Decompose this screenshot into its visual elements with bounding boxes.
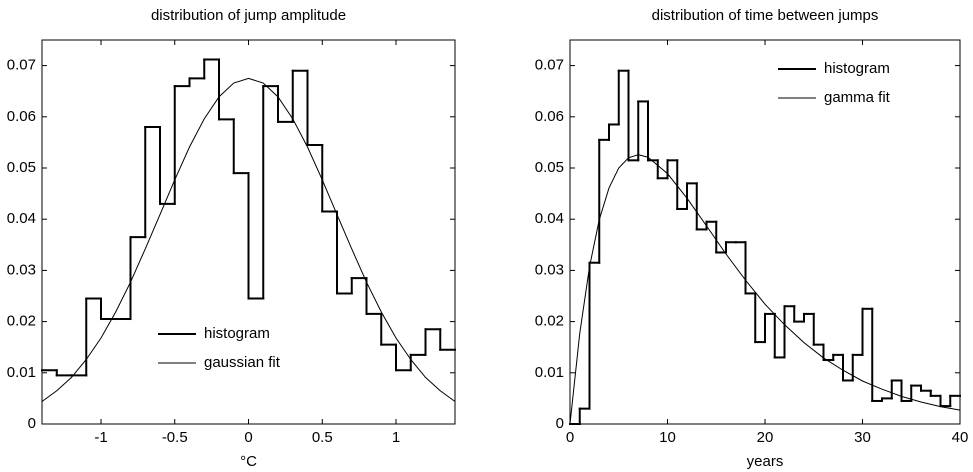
fit-line xyxy=(569,154,961,425)
x-tick-label: -0.5 xyxy=(162,429,188,446)
chart-title: distribution of time between jumps xyxy=(652,7,879,24)
x-tick-label: 20 xyxy=(757,429,774,446)
legend-label: histogram xyxy=(204,325,270,342)
y-tick-label: 0.06 xyxy=(535,108,564,125)
x-tick-label: -1 xyxy=(94,429,107,446)
y-tick-label: 0.03 xyxy=(7,261,36,278)
x-axis-label: years xyxy=(747,453,784,470)
y-tick-label: 0.04 xyxy=(7,210,36,227)
y-tick-label: 0 xyxy=(28,415,36,432)
y-tick-label: 0.04 xyxy=(535,210,564,227)
fit-line xyxy=(41,77,456,402)
y-tick-label: 0.07 xyxy=(535,57,564,74)
x-tick-label: 30 xyxy=(854,429,871,446)
x-axis-label: °C xyxy=(240,453,257,470)
x-tick-label: 0 xyxy=(566,429,574,446)
y-tick-label: 0.07 xyxy=(7,57,36,74)
x-tick-label: 10 xyxy=(659,429,676,446)
legend-label: gamma fit xyxy=(824,89,891,106)
y-tick-label: 0.02 xyxy=(7,313,36,330)
y-tick-label: 0.02 xyxy=(535,313,564,330)
legend-label: histogram xyxy=(824,60,890,77)
x-tick-label: 40 xyxy=(952,429,969,446)
y-tick-label: 0 xyxy=(556,415,564,432)
y-tick-label: 0.06 xyxy=(7,108,36,125)
y-tick-label: 0.03 xyxy=(535,261,564,278)
y-tick-label: 0.01 xyxy=(7,364,36,381)
y-tick-label: 0.05 xyxy=(535,159,564,176)
y-tick-label: 0.01 xyxy=(535,364,564,381)
x-tick-label: 0.5 xyxy=(312,429,333,446)
x-tick-label: 1 xyxy=(392,429,400,446)
chart-title: distribution of jump amplitude xyxy=(151,7,346,24)
y-tick-label: 0.05 xyxy=(7,159,36,176)
x-tick-label: 0 xyxy=(244,429,252,446)
legend-label: gaussian fit xyxy=(204,354,281,371)
